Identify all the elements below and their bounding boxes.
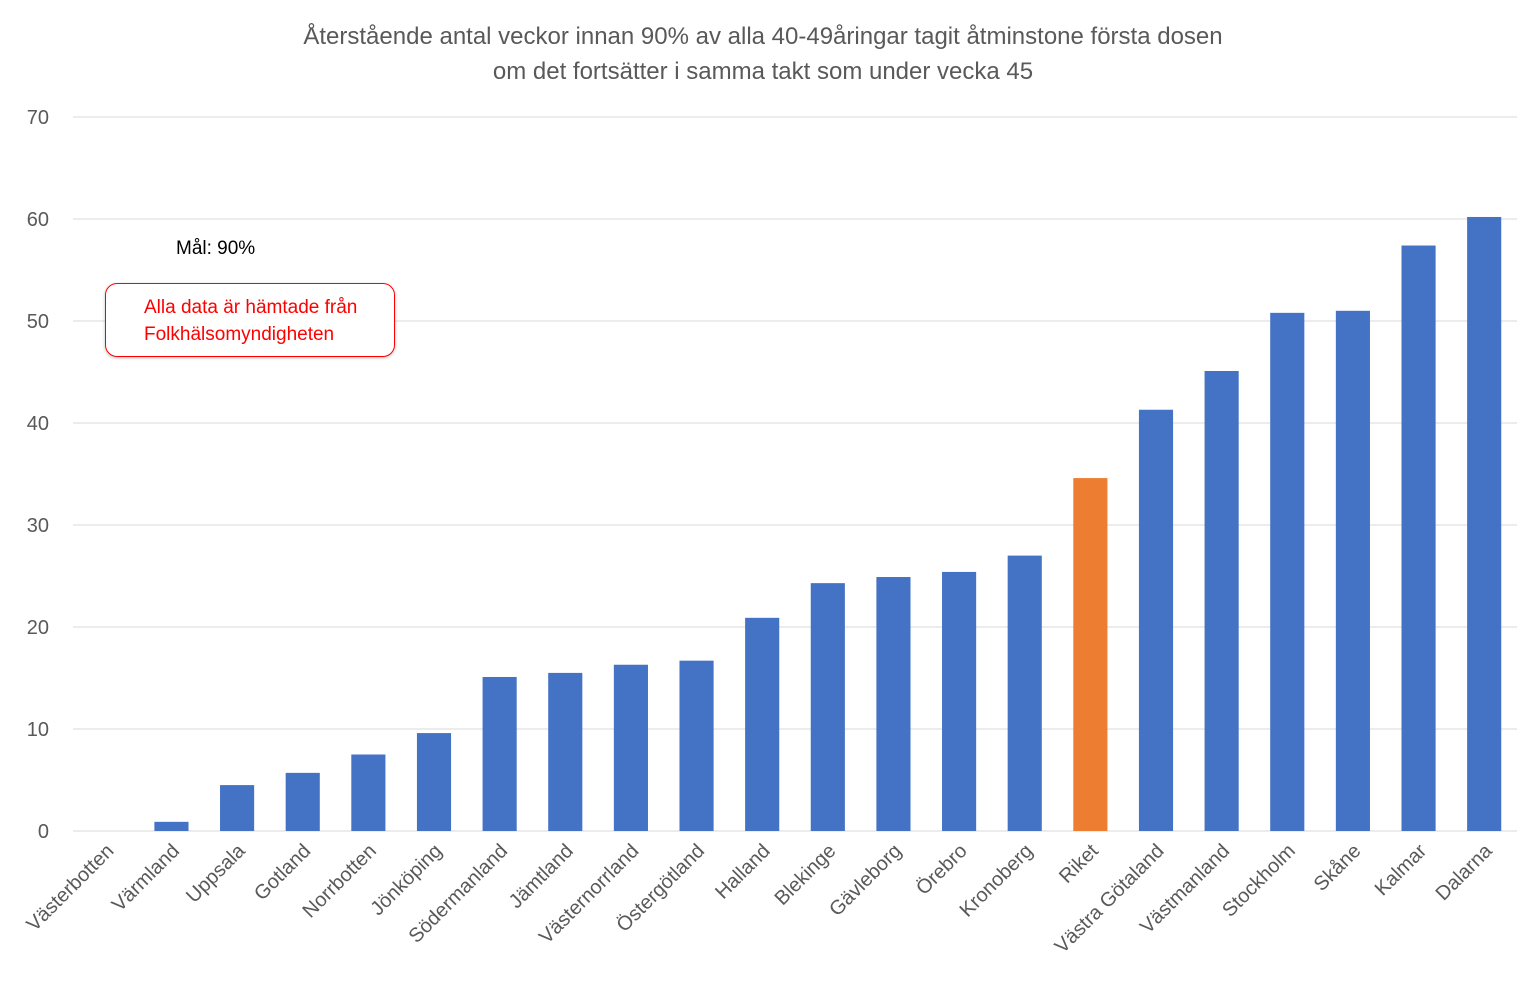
x-tick-label-2: Uppsala xyxy=(182,839,250,907)
bar-13 xyxy=(942,571,977,831)
x-tick-label-0: Västerbotten xyxy=(23,840,119,936)
x-tick-label-10: Halland xyxy=(711,840,775,904)
bar-9 xyxy=(679,660,714,831)
bar-12 xyxy=(876,577,911,831)
y-tick-label-30: 30 xyxy=(27,515,49,537)
y-tick-label-60: 60 xyxy=(27,209,49,231)
bar-19 xyxy=(1335,310,1370,831)
source-note-line-1: Alla data är hämtade från xyxy=(144,297,358,318)
x-tick-label-19: Skåne xyxy=(1310,840,1366,896)
bar-11 xyxy=(810,583,845,831)
bar-16 xyxy=(1138,409,1174,831)
goal-annotation: Mål: 90% xyxy=(176,238,256,259)
bar-14 xyxy=(1007,555,1042,831)
bar-5 xyxy=(416,733,452,831)
bar-21 xyxy=(1467,216,1502,831)
bar-15 xyxy=(1073,478,1108,831)
x-tick-label-21: Dalarna xyxy=(1432,839,1498,905)
bar-1 xyxy=(154,821,189,831)
x-tick-label-12: Gävleborg xyxy=(825,840,906,921)
x-tick-label-3: Gotland xyxy=(250,840,315,905)
x-tick-label-1: Värmland xyxy=(108,840,184,916)
bar-20 xyxy=(1401,245,1436,831)
y-axis-ticks: 0 10 20 30 40 50 60 70 xyxy=(27,107,49,843)
bar-2 xyxy=(220,785,255,831)
source-note: Alla data är hämtade från Folkhälsomyndi… xyxy=(105,283,395,357)
x-tick-label-15: Riket xyxy=(1055,840,1103,888)
bar-6 xyxy=(482,676,517,831)
x-tick-label-20: Kalmar xyxy=(1371,840,1432,901)
bar-17 xyxy=(1204,370,1239,831)
y-tick-label-0: 0 xyxy=(38,821,49,843)
bar-3 xyxy=(285,772,320,831)
bar-18 xyxy=(1270,312,1305,832)
source-note-line-2: Folkhälsomyndigheten xyxy=(144,324,335,345)
y-tick-label-10: 10 xyxy=(27,719,49,741)
bar-4 xyxy=(351,754,386,831)
chart-title: Återstående antal veckor innan 90% av al… xyxy=(303,22,1222,85)
bars xyxy=(154,216,1502,832)
chart-title-line-2: om det fortsätter i samma takt som under… xyxy=(493,58,1033,85)
y-tick-label-20: 20 xyxy=(27,617,49,639)
y-tick-label-40: 40 xyxy=(27,413,49,435)
bar-8 xyxy=(613,664,648,831)
x-tick-label-13: Örebro xyxy=(912,840,972,900)
bar-7 xyxy=(548,672,583,831)
chart-title-line-1: Återstående antal veckor innan 90% av al… xyxy=(303,22,1222,50)
y-tick-label-50: 50 xyxy=(27,311,49,333)
y-tick-label-70: 70 xyxy=(27,107,49,129)
bar-10 xyxy=(745,617,780,831)
